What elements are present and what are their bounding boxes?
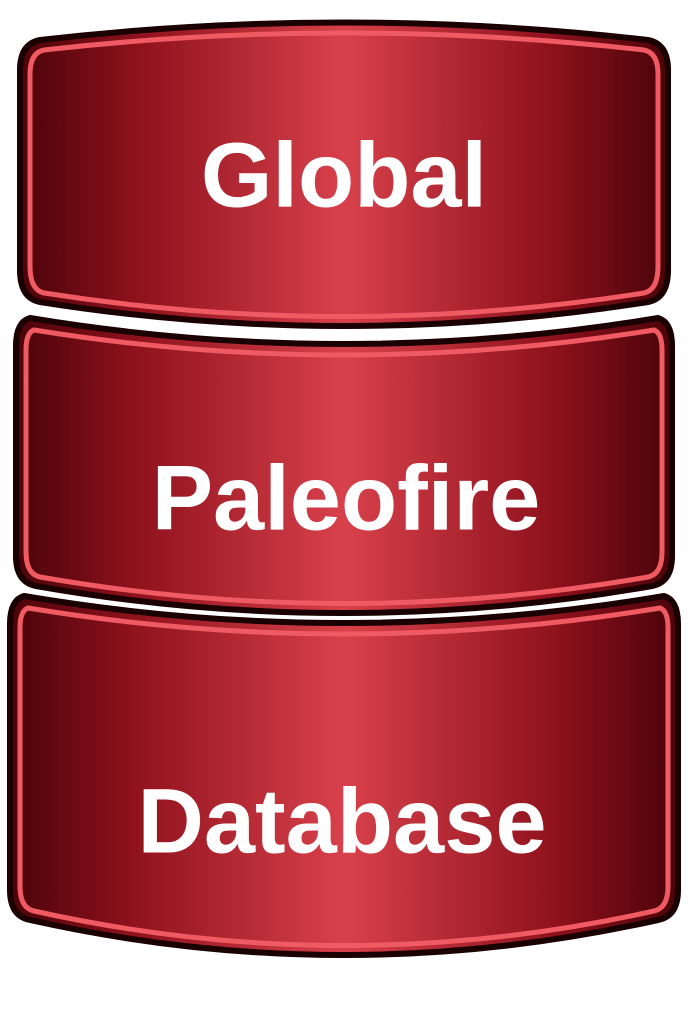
segment-label-database: Database bbox=[137, 770, 546, 872]
segment-global: Global bbox=[17, 19, 671, 329]
segment-label-paleofire: Paleofire bbox=[152, 447, 541, 549]
segment-paleofire: Paleofire bbox=[13, 314, 675, 616]
segment-label-global: Global bbox=[201, 124, 487, 226]
segment-database: Database bbox=[7, 592, 681, 958]
